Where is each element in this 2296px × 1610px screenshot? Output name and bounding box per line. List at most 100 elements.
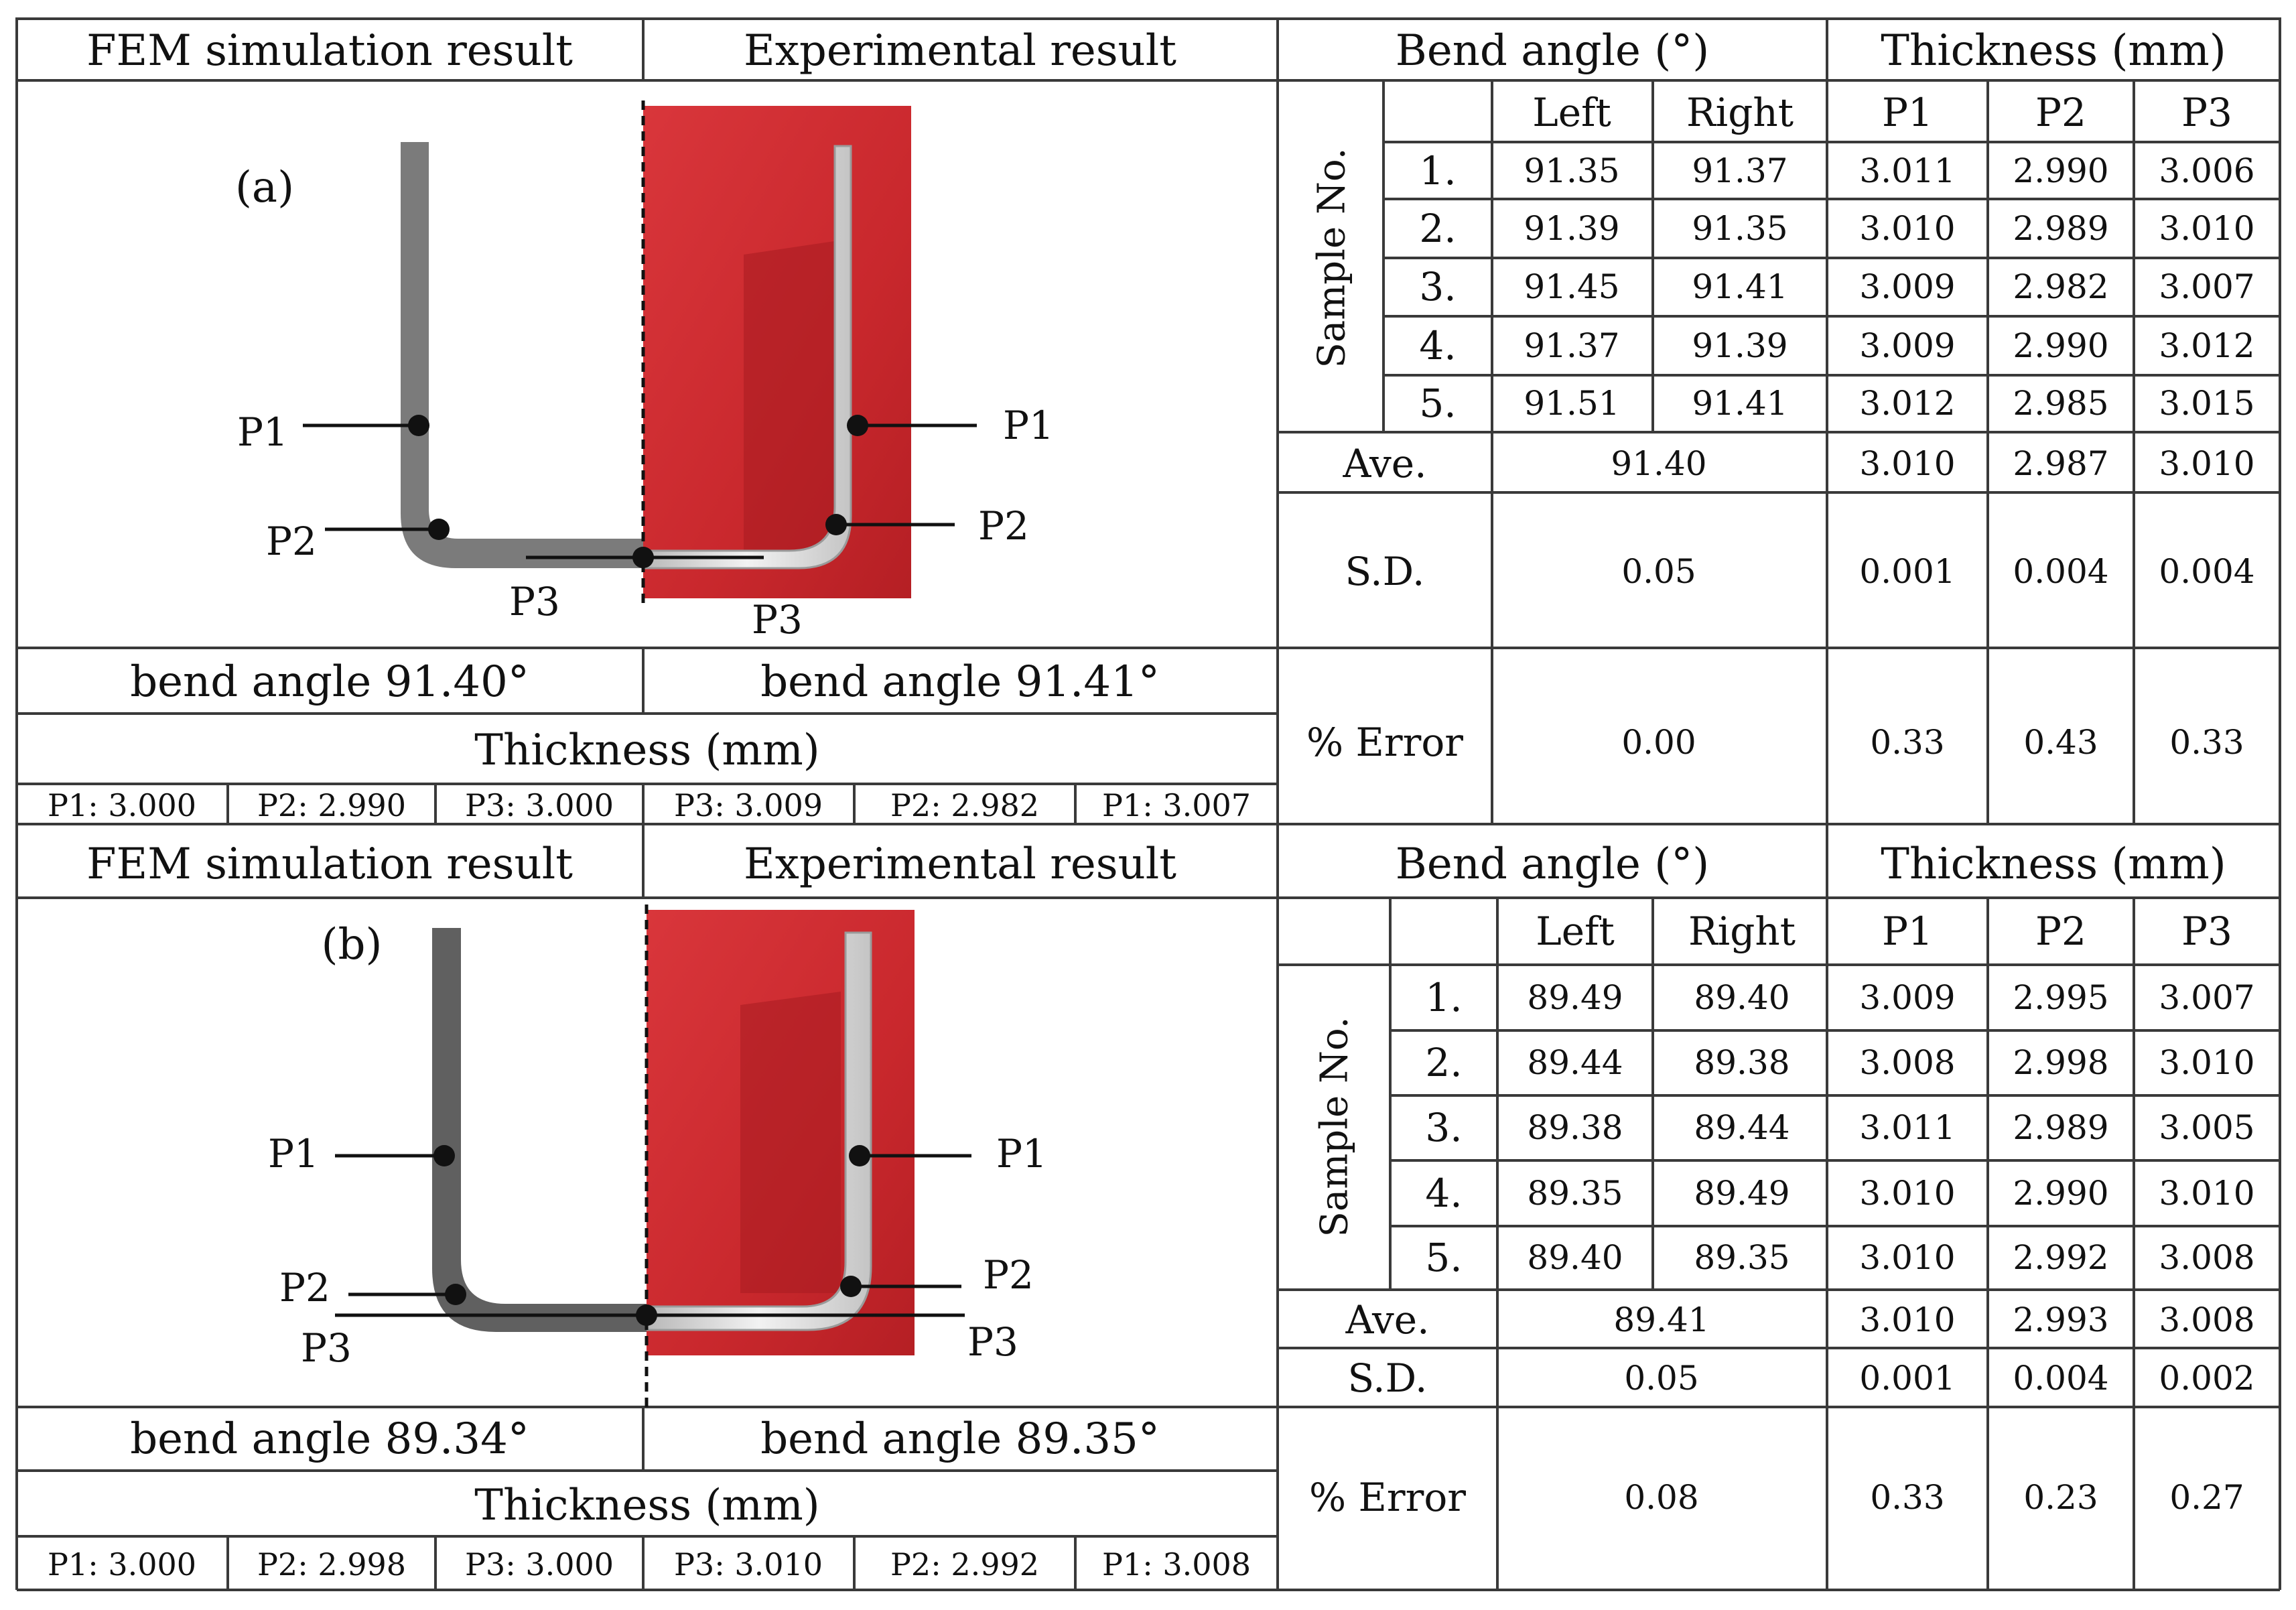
panel-b-row-2-right: 89.38 xyxy=(1694,1043,1790,1082)
panel-b-row-2-p1: 3.008 xyxy=(1859,1043,1956,1082)
panel-b-fem-p3-label: P3 xyxy=(301,1325,352,1371)
panel-a-row-2-p1: 3.010 xyxy=(1859,209,1956,248)
panel-a-ave-p1: 3.010 xyxy=(1859,444,1956,483)
panel-a-sd-label: S.D. xyxy=(1345,549,1425,594)
panel-a-fem-p3-label: P3 xyxy=(509,579,560,624)
panel-a-col-p1: P1 xyxy=(1882,90,1933,135)
panel-a-col-p3: P3 xyxy=(2181,90,2232,135)
panel-a-row-5-sample-no: 5. xyxy=(1419,381,1457,426)
panel-a-thickness-cell: P2: 2.982 xyxy=(890,787,1040,823)
panel-b-row-4-left: 89.35 xyxy=(1527,1174,1623,1213)
panel-b-row-4-p3: 3.010 xyxy=(2159,1174,2255,1213)
panel-b-row-1-p2: 2.995 xyxy=(2013,978,2109,1017)
panel-a-sd-p2: 0.004 xyxy=(2013,552,2109,591)
panel-b-error-bend: 0.08 xyxy=(1624,1478,1699,1517)
panel-a-row-5-right: 91.41 xyxy=(1692,384,1788,423)
panel-a-sd-p3: 0.004 xyxy=(2159,552,2255,591)
panel-b-error-p2: 0.23 xyxy=(2023,1478,2098,1517)
panel-a-fem-p1-label: P1 xyxy=(237,409,288,455)
panel-a-row-3-p2: 2.982 xyxy=(2013,267,2109,306)
panel-b-row-1-sample-no: 1. xyxy=(1425,975,1463,1020)
panel-b-thickness-cell: P3: 3.000 xyxy=(464,1546,614,1583)
panel-b-ave-p1: 3.010 xyxy=(1859,1300,1956,1339)
panel-a-error-label: % Error xyxy=(1306,720,1463,765)
panel-a-row-3-right: 91.41 xyxy=(1692,267,1788,306)
panel-b-col-p1: P1 xyxy=(1882,909,1933,954)
panel-a-thickness-cell: P1: 3.000 xyxy=(47,787,197,823)
panel-b-row-1-right: 89.40 xyxy=(1694,978,1790,1017)
panel-b-sd-p1: 0.001 xyxy=(1859,1359,1956,1398)
panel-b-row-2-sample-no: 2. xyxy=(1425,1040,1463,1085)
panel-b-sd-p3: 0.002 xyxy=(2159,1359,2255,1398)
panel-b-error-p1: 0.33 xyxy=(1870,1478,1945,1517)
panel-b-thickness-cell: P3: 3.010 xyxy=(673,1546,823,1583)
panel-b-row-3-sample-no: 3. xyxy=(1425,1105,1463,1150)
panel-a-bend-angle-header: Bend angle (°) xyxy=(1395,26,1710,76)
panel-a-row-4-sample-no: 4. xyxy=(1419,323,1457,368)
panel-b-row-1-p1: 3.009 xyxy=(1859,978,1956,1017)
panel-b-row-4-sample-no: 4. xyxy=(1425,1170,1463,1216)
panel-b-row-3-p3: 3.005 xyxy=(2159,1108,2255,1147)
panel-b-row-4-right: 89.49 xyxy=(1694,1174,1790,1213)
panel-b-exp-bend-angle: bend angle 89.35° xyxy=(760,1414,1160,1464)
panel-a-label: (a) xyxy=(234,163,295,212)
panel-b-row-4-p1: 3.010 xyxy=(1859,1174,1956,1213)
panel-b-row-2-left: 89.44 xyxy=(1527,1043,1623,1082)
panel-b-fem-p1-label: P1 xyxy=(268,1131,319,1177)
panel-b-row-5-right: 89.35 xyxy=(1694,1238,1790,1277)
panel-b-col-p3: P3 xyxy=(2181,909,2232,954)
panel-a-row-1-p1: 3.011 xyxy=(1859,151,1956,190)
panel-a-col-left: Left xyxy=(1532,90,1611,135)
panel-a-sd-p1: 0.001 xyxy=(1859,552,1956,591)
panel-b-thickness-cell: P2: 2.998 xyxy=(257,1546,407,1583)
panel-a-row-3-p1: 3.009 xyxy=(1859,267,1956,306)
panel-a-exp-bend-angle: bend angle 91.41° xyxy=(760,657,1160,707)
panel-a-row-1-p2: 2.990 xyxy=(2013,151,2109,190)
panel-b-row-3-p2: 2.989 xyxy=(2013,1108,2109,1147)
panel-b-exp-p2-label: P2 xyxy=(983,1252,1034,1298)
panel-a-ave-p2: 2.987 xyxy=(2013,444,2109,483)
panel-b-fem xyxy=(335,904,971,1407)
panel-b-ave-p3: 3.008 xyxy=(2159,1300,2255,1339)
panel-a-row-2-right: 91.35 xyxy=(1692,209,1788,248)
panel-a-row-2-left: 91.39 xyxy=(1524,209,1620,248)
panel-a-row-4-left: 91.37 xyxy=(1524,326,1620,365)
panel-b-fem-header: FEM simulation result xyxy=(86,840,573,889)
panel-b-error-p3: 0.27 xyxy=(2169,1478,2244,1517)
panel-a-row-5-p2: 2.985 xyxy=(2013,384,2109,423)
panel-a-photo xyxy=(642,106,911,598)
panel-b-col-p2: P2 xyxy=(2035,909,2086,954)
panel-a-thickness-cell: P2: 2.990 xyxy=(257,787,407,823)
panel-a-row-5-left: 91.51 xyxy=(1524,384,1620,423)
panel-b-row-5-left: 89.40 xyxy=(1527,1238,1623,1277)
panel-a-error-p3: 0.33 xyxy=(2169,723,2244,762)
panel-a-thickness-cell: P3: 3.000 xyxy=(464,787,614,823)
panel-a-fem-part xyxy=(401,142,643,568)
panel-b-ave-label: Ave. xyxy=(1345,1297,1430,1343)
panel-b-row-5-p1: 3.010 xyxy=(1859,1238,1956,1277)
panel-a-grid xyxy=(15,17,2281,825)
panel-b-row-5-sample-no: 5. xyxy=(1425,1235,1463,1280)
panel-a-col-right: Right xyxy=(1686,90,1794,135)
panel-a-exp-p1-label: P1 xyxy=(1003,403,1054,448)
panel-a-error-p1: 0.33 xyxy=(1870,723,1945,762)
panel-a-row-4-p2: 2.990 xyxy=(2013,326,2109,365)
panel-a-row-3-sample-no: 3. xyxy=(1419,264,1457,310)
panel-b-fem-bend-angle: bend angle 89.34° xyxy=(130,1414,529,1464)
panel-a-ave-bend: 91.40 xyxy=(1611,444,1707,483)
panel-b-row-3-left: 89.38 xyxy=(1527,1108,1623,1147)
panel-a-fem-header: FEM simulation result xyxy=(86,26,573,76)
panel-b-row-1-p3: 3.007 xyxy=(2159,978,2255,1017)
panel-b-thickness-cell: P1: 3.000 xyxy=(47,1546,197,1583)
panel-a-thickness-header: Thickness (mm) xyxy=(1881,26,2226,76)
panel-a-thickness-cell: P1: 3.007 xyxy=(1101,787,1252,823)
panel-a-fem-bend-angle: bend angle 91.40° xyxy=(130,657,529,707)
panel-a-row-4-right: 91.39 xyxy=(1692,326,1788,365)
panel-b-sample-no-label: Sample No. xyxy=(1312,1016,1357,1237)
panel-a-error-bend: 0.00 xyxy=(1621,723,1696,762)
panel-a-thickness-cell: P3: 3.009 xyxy=(673,787,823,823)
panel-a-exp-p3-label: P3 xyxy=(752,597,803,643)
panel-a-sample-no-label: Sample No. xyxy=(1310,147,1354,368)
